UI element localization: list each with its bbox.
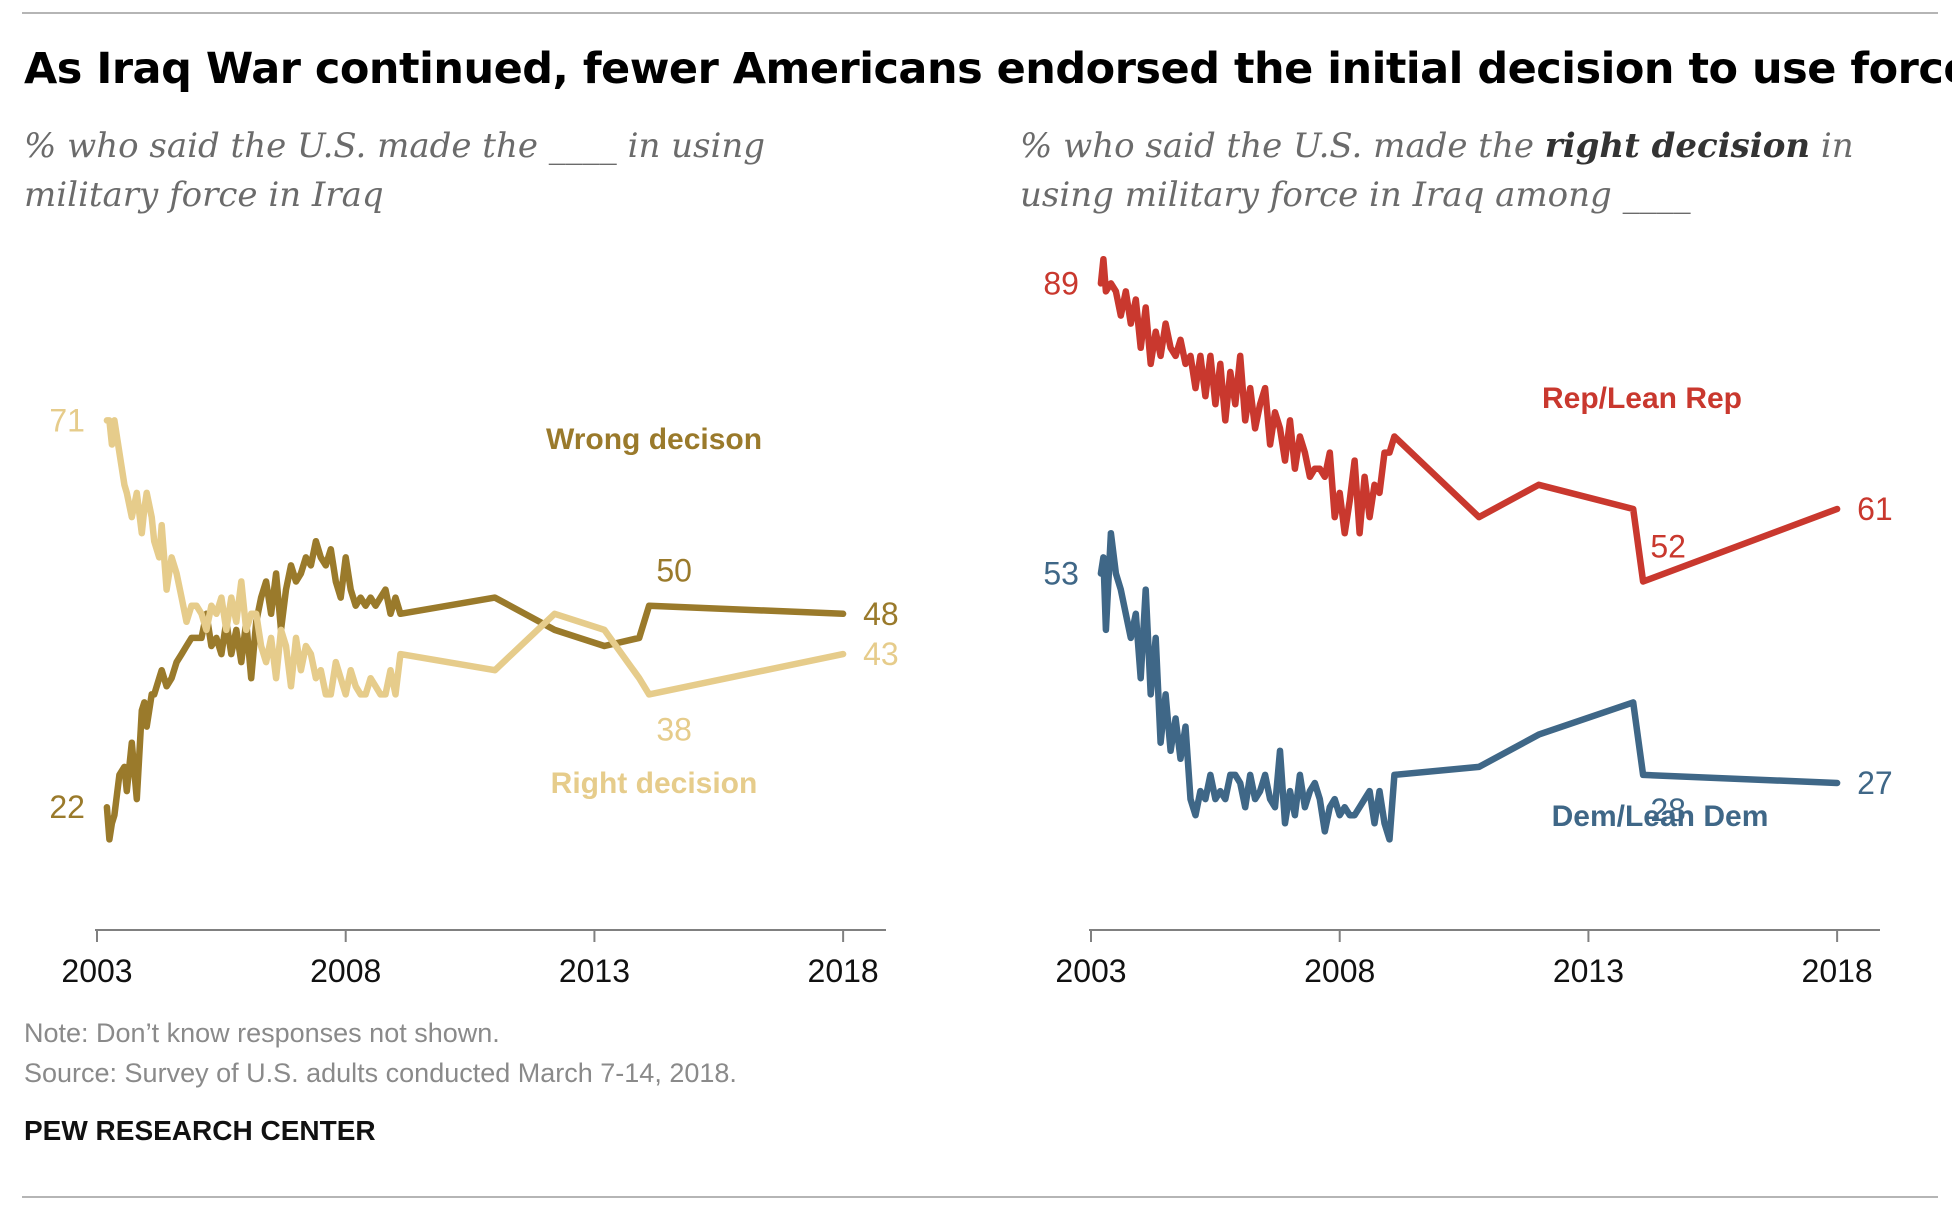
right-x-tick-label: 2003 [1055, 953, 1126, 989]
left-x-tick-label: 2003 [61, 953, 132, 989]
right-x-tick-label: 2008 [1304, 953, 1375, 989]
note-text: Note: Don’t know responses not shown. [24, 1018, 500, 1048]
left-chart-panel: 2003 2008 2013 2018 71 22 50 38 48 43 Wrong deciso… [49, 402, 898, 989]
right-series-line-dem [1097, 529, 1841, 843]
left-value-label-right: 43 [863, 636, 899, 672]
top-rule [22, 12, 1938, 14]
left-series-label-right: Right decision [551, 767, 758, 800]
left-subtitle: % who said the U.S. made the ____ in usi… [24, 126, 766, 215]
right-value-label-rep: 61 [1857, 491, 1893, 527]
right-value-label-dem: 28 [1650, 792, 1686, 828]
chart-title: As Iraq War continued, fewer Americans e… [24, 44, 1952, 94]
right-subtitle: % who said the U.S. made the right decis… [1020, 122, 1920, 220]
right-value-label-dem: 27 [1857, 765, 1893, 801]
right-series-label-dem: Dem/Lean Dem [1552, 800, 1769, 833]
left-value-label-wrong: 50 [656, 553, 692, 589]
left-value-label-wrong: 48 [863, 596, 899, 632]
source-text: Source: Survey of U.S. adults conducted … [24, 1058, 737, 1088]
left-value-label-wrong: 22 [49, 789, 85, 825]
right-series-line-rep [1097, 255, 1841, 585]
left-series-line-wrong [103, 537, 847, 843]
right-subtitle-post: in using military force in Iraq among __… [1020, 126, 1854, 215]
left-value-label-right: 71 [49, 402, 85, 438]
right-subtitle-pre: % who said the U.S. made the [1020, 126, 1545, 166]
left-value-label-right: 38 [656, 711, 692, 747]
right-x-tick-label: 2013 [1553, 953, 1624, 989]
right-value-label-rep: 89 [1043, 265, 1079, 301]
left-x-tick-label: 2013 [559, 953, 630, 989]
bottom-rule [22, 1196, 1938, 1198]
right-series-label-rep: Rep/Lean Rep [1542, 382, 1742, 415]
left-x-tick-label: 2018 [808, 953, 879, 989]
left-series-label-wrong: Wrong decison [546, 423, 762, 456]
left-series-line-right [103, 417, 847, 698]
right-chart-panel: 2003 2008 2013 2018 89 53 52 28 61 27 Rep/Lean Rep… [1043, 255, 1893, 989]
brand-name: PEW RESEARCH CENTER [24, 1115, 376, 1146]
right-value-label-dem: 53 [1043, 555, 1079, 591]
right-value-label-rep: 52 [1650, 529, 1686, 565]
right-x-tick-label: 2018 [1802, 953, 1873, 989]
left-x-tick-label: 2008 [310, 953, 381, 989]
right-subtitle-bold: right decision [1544, 126, 1811, 166]
